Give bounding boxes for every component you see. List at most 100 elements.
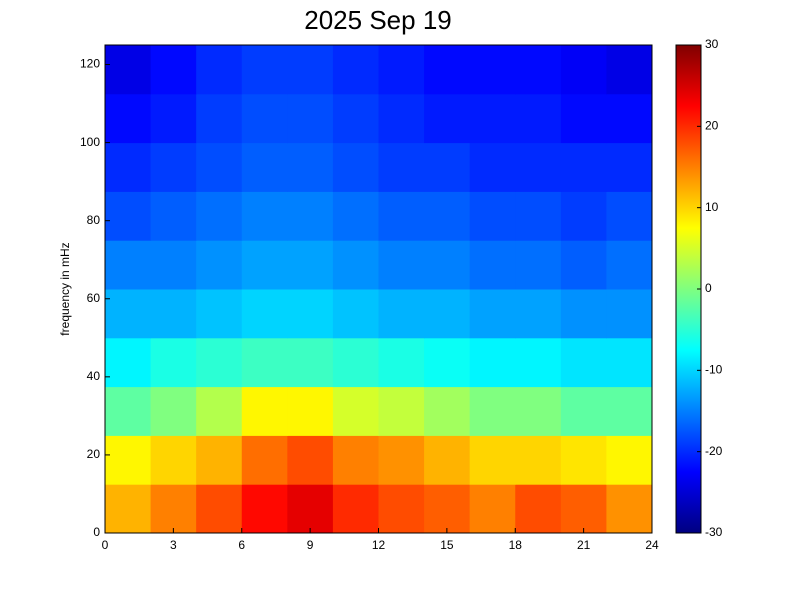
heat-cell: [469, 484, 516, 534]
heat-cell: [150, 240, 197, 290]
heat-cell: [378, 191, 425, 241]
heat-cell: [515, 93, 562, 144]
colorbar-tick-label: 0: [705, 281, 712, 295]
heat-cell: [150, 289, 197, 339]
heat-cell: [105, 45, 152, 95]
heat-cell: [515, 484, 562, 534]
heat-cell: [105, 484, 152, 534]
heat-cell: [196, 386, 243, 436]
x-tick-label: 24: [645, 538, 659, 552]
heat-cell: [515, 240, 562, 290]
heat-cell: [332, 484, 379, 534]
heat-cell: [150, 435, 197, 485]
heat-cell: [287, 191, 334, 241]
heat-cell: [241, 240, 288, 290]
y-axis-label: frequency in mHz: [58, 242, 72, 335]
y-tick-label: 40: [87, 369, 101, 383]
heat-cell: [378, 142, 425, 192]
heat-cell: [469, 435, 516, 485]
colorbar-tick-label: 20: [705, 119, 719, 133]
y-tick-label: 0: [93, 525, 100, 539]
heat-cell: [515, 386, 562, 436]
heat-cell: [287, 45, 334, 95]
colorbar-tick-label: 10: [705, 200, 719, 214]
heat-cell: [287, 240, 334, 290]
heat-cell: [378, 484, 425, 534]
heat-cell: [424, 386, 471, 436]
heat-cell: [560, 289, 607, 339]
heat-cell: [196, 142, 243, 192]
heat-cell: [515, 142, 562, 192]
heat-cell: [287, 142, 334, 192]
heat-cell: [105, 93, 152, 144]
heat-cell: [606, 45, 653, 95]
heat-cell: [424, 337, 471, 388]
y-tick-label: 60: [87, 291, 101, 305]
heat-cell: [378, 435, 425, 485]
heat-cell: [469, 142, 516, 192]
heat-cell: [196, 289, 243, 339]
heat-cell: [606, 435, 653, 485]
heat-cell: [150, 93, 197, 144]
heat-cell: [332, 45, 379, 95]
heat-cell: [378, 337, 425, 388]
heat-cell: [241, 386, 288, 436]
x-tick-label: 3: [170, 538, 177, 552]
heat-cell: [196, 435, 243, 485]
heat-cell: [105, 289, 152, 339]
heat-cell: [560, 386, 607, 436]
heat-cell: [606, 386, 653, 436]
heat-cell: [560, 484, 607, 534]
heat-cell: [287, 289, 334, 339]
heat-cell: [150, 142, 197, 192]
heat-cell: [560, 45, 607, 95]
heat-cell: [560, 240, 607, 290]
heat-cell: [469, 93, 516, 144]
x-tick-label: 18: [509, 538, 523, 552]
heat-cell: [424, 484, 471, 534]
x-tick-label: 21: [577, 538, 591, 552]
heat-cell: [241, 435, 288, 485]
y-tick-label: 100: [80, 135, 100, 149]
heat-cell: [332, 191, 379, 241]
heat-cell: [606, 337, 653, 388]
y-tick-label: 120: [80, 57, 100, 71]
heat-cell: [105, 142, 152, 192]
heat-cell: [150, 191, 197, 241]
heat-cell: [332, 386, 379, 436]
heat-cell: [241, 484, 288, 534]
heat-cell: [424, 45, 471, 95]
heat-cell: [469, 45, 516, 95]
heat-cell: [287, 337, 334, 388]
heat-cell: [332, 337, 379, 388]
heat-cell: [606, 240, 653, 290]
heat-cell: [332, 93, 379, 144]
heat-cell: [560, 142, 607, 192]
heat-cell: [606, 484, 653, 534]
heat-cell: [606, 289, 653, 339]
heat-cell: [424, 435, 471, 485]
heat-cell: [378, 45, 425, 95]
heat-cell: [196, 337, 243, 388]
heat-cell: [378, 289, 425, 339]
heat-cell: [606, 142, 653, 192]
heat-cell: [469, 191, 516, 241]
heat-cell: [105, 240, 152, 290]
heat-cell: [515, 337, 562, 388]
x-tick-label: 9: [307, 538, 314, 552]
heat-cell: [241, 45, 288, 95]
heat-cell: [287, 93, 334, 144]
heat-cell: [378, 240, 425, 290]
heat-cell: [196, 191, 243, 241]
heat-cell: [515, 191, 562, 241]
colorbar-tick-label: -30: [705, 525, 723, 539]
heat-cell: [287, 484, 334, 534]
heat-cell: [241, 191, 288, 241]
heat-cell: [469, 386, 516, 436]
heat-cell: [378, 93, 425, 144]
heat-cell: [287, 435, 334, 485]
heat-cell: [606, 191, 653, 241]
heat-cell: [515, 45, 562, 95]
heat-cell: [105, 337, 152, 388]
